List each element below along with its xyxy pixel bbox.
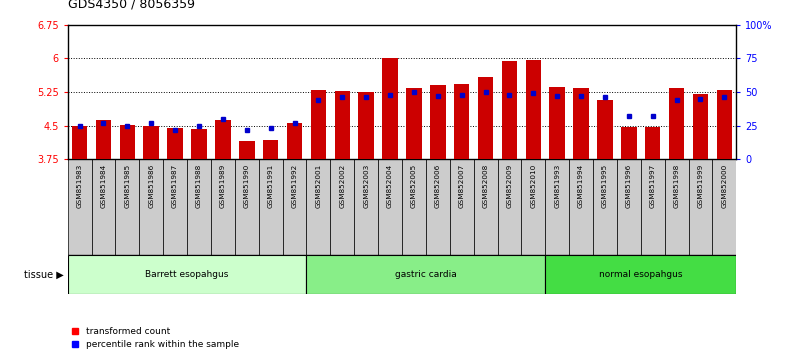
- Bar: [693, 94, 708, 159]
- Text: tissue ▶: tissue ▶: [24, 269, 64, 279]
- Text: GSM851995: GSM851995: [602, 164, 608, 208]
- Text: GSM851997: GSM851997: [650, 164, 656, 208]
- Text: Barrett esopahgus: Barrett esopahgus: [146, 270, 228, 279]
- Bar: [501, 61, 517, 159]
- Bar: [525, 60, 541, 159]
- Bar: [259, 159, 283, 255]
- Bar: [426, 159, 450, 255]
- Text: GSM851987: GSM851987: [172, 164, 178, 208]
- Bar: [617, 159, 641, 255]
- Bar: [330, 159, 354, 255]
- Bar: [450, 159, 474, 255]
- Bar: [306, 255, 545, 294]
- Bar: [354, 159, 378, 255]
- Bar: [283, 159, 306, 255]
- Bar: [549, 87, 565, 159]
- Text: GDS4350 / 8056359: GDS4350 / 8056359: [68, 0, 195, 11]
- Bar: [306, 159, 330, 255]
- Bar: [478, 77, 494, 159]
- Text: GSM852008: GSM852008: [482, 164, 489, 208]
- Text: GSM851984: GSM851984: [100, 164, 107, 208]
- Text: normal esopahgus: normal esopahgus: [599, 270, 682, 279]
- Bar: [287, 122, 302, 159]
- Bar: [139, 159, 163, 255]
- Text: GSM851986: GSM851986: [148, 164, 154, 208]
- Bar: [669, 87, 685, 159]
- Bar: [689, 159, 712, 255]
- Bar: [68, 159, 92, 255]
- Text: GSM851989: GSM851989: [220, 164, 226, 208]
- Bar: [334, 91, 350, 159]
- Bar: [263, 141, 279, 159]
- Bar: [545, 159, 569, 255]
- Text: GSM851985: GSM851985: [124, 164, 131, 208]
- Text: GSM851990: GSM851990: [244, 164, 250, 208]
- Bar: [92, 159, 115, 255]
- Bar: [716, 90, 732, 159]
- Bar: [115, 159, 139, 255]
- Bar: [211, 159, 235, 255]
- Text: GSM851993: GSM851993: [554, 164, 560, 208]
- Text: GSM851992: GSM851992: [291, 164, 298, 208]
- Bar: [665, 159, 689, 255]
- Bar: [430, 85, 446, 159]
- Bar: [645, 127, 661, 159]
- Text: GSM852002: GSM852002: [339, 164, 345, 208]
- Bar: [593, 159, 617, 255]
- Bar: [597, 100, 613, 159]
- Bar: [163, 159, 187, 255]
- Bar: [358, 92, 374, 159]
- Text: GSM851999: GSM851999: [697, 164, 704, 208]
- Bar: [573, 87, 589, 159]
- Text: GSM852007: GSM852007: [458, 164, 465, 208]
- Bar: [72, 126, 88, 159]
- Bar: [545, 255, 736, 294]
- Bar: [215, 120, 231, 159]
- Bar: [96, 120, 111, 159]
- Bar: [641, 159, 665, 255]
- Text: gastric cardia: gastric cardia: [395, 270, 457, 279]
- Bar: [621, 127, 637, 159]
- Bar: [187, 159, 211, 255]
- Text: GSM851996: GSM851996: [626, 164, 632, 208]
- Bar: [167, 129, 183, 159]
- Text: GSM852001: GSM852001: [315, 164, 322, 208]
- Bar: [521, 159, 545, 255]
- Bar: [712, 159, 736, 255]
- Bar: [402, 159, 426, 255]
- Bar: [191, 129, 207, 159]
- Text: GSM851983: GSM851983: [76, 164, 83, 208]
- Bar: [382, 57, 398, 159]
- Text: GSM851988: GSM851988: [196, 164, 202, 208]
- Text: GSM852004: GSM852004: [387, 164, 393, 208]
- Bar: [406, 87, 422, 159]
- Bar: [474, 159, 498, 255]
- Text: GSM851994: GSM851994: [578, 164, 584, 208]
- Text: GSM852009: GSM852009: [506, 164, 513, 208]
- Bar: [569, 159, 593, 255]
- Text: GSM851998: GSM851998: [673, 164, 680, 208]
- Bar: [239, 141, 255, 159]
- Bar: [235, 159, 259, 255]
- Text: GSM852000: GSM852000: [721, 164, 728, 208]
- Text: GSM852010: GSM852010: [530, 164, 537, 208]
- Bar: [378, 159, 402, 255]
- Text: GSM851991: GSM851991: [267, 164, 274, 208]
- Bar: [498, 159, 521, 255]
- Text: GSM852006: GSM852006: [435, 164, 441, 208]
- Legend: transformed count, percentile rank within the sample: transformed count, percentile rank withi…: [72, 327, 239, 349]
- Bar: [119, 125, 135, 159]
- Text: GSM852003: GSM852003: [363, 164, 369, 208]
- Bar: [68, 255, 306, 294]
- Bar: [310, 90, 326, 159]
- Bar: [454, 84, 470, 159]
- Bar: [143, 126, 159, 159]
- Text: GSM852005: GSM852005: [411, 164, 417, 208]
